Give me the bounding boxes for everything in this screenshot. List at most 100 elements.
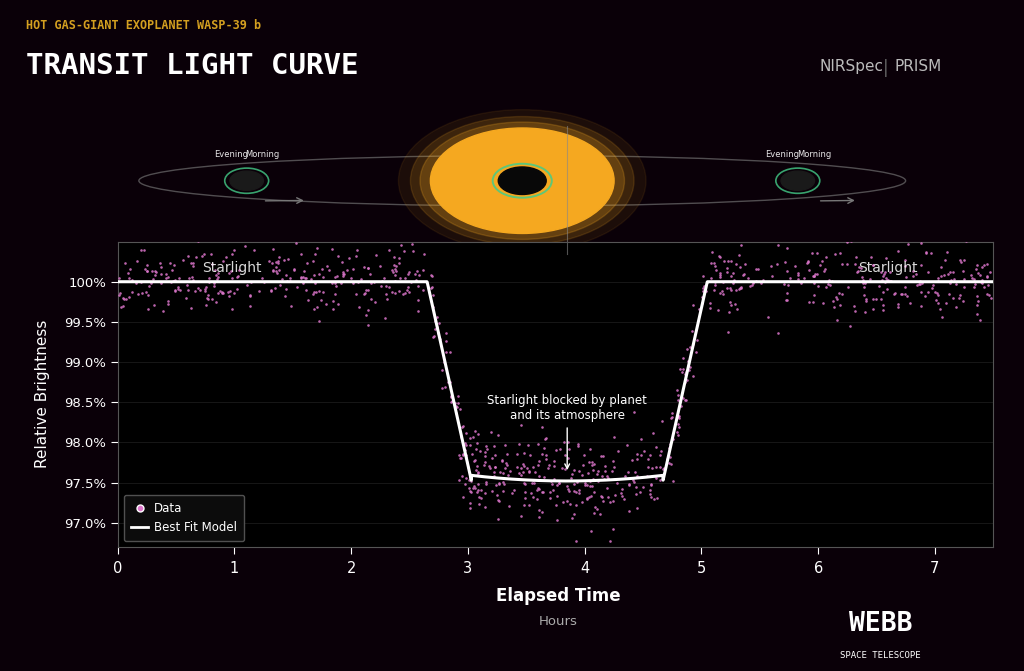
Point xyxy=(261,256,278,266)
Point xyxy=(610,446,627,456)
Point xyxy=(585,474,601,484)
Point xyxy=(660,458,677,468)
Point xyxy=(840,282,856,293)
Point xyxy=(719,283,735,294)
Point xyxy=(355,289,372,299)
Point xyxy=(387,264,403,274)
Point xyxy=(882,276,898,287)
Point xyxy=(670,389,686,400)
Point xyxy=(298,273,314,284)
Point xyxy=(546,474,562,484)
Point xyxy=(707,257,723,268)
Point xyxy=(614,484,631,495)
Point xyxy=(585,481,601,492)
Point xyxy=(896,260,912,271)
Point xyxy=(531,505,548,515)
Point xyxy=(680,356,696,366)
Point xyxy=(378,280,394,291)
Point xyxy=(675,363,691,374)
Point xyxy=(471,491,487,502)
Point xyxy=(437,346,454,357)
Point xyxy=(643,480,659,491)
Point xyxy=(682,362,698,372)
Point xyxy=(913,301,930,311)
Point xyxy=(728,304,744,315)
Point xyxy=(886,289,902,299)
Point xyxy=(452,404,468,415)
Point xyxy=(636,445,652,456)
Point xyxy=(561,486,578,497)
Point xyxy=(167,274,183,285)
Point xyxy=(557,450,573,461)
Point xyxy=(685,299,701,310)
Point xyxy=(890,301,906,312)
Point xyxy=(595,496,611,507)
Point xyxy=(890,299,906,309)
Point xyxy=(276,291,293,301)
Point xyxy=(732,282,749,293)
Point xyxy=(972,270,988,280)
Point xyxy=(469,470,485,480)
Point xyxy=(574,469,591,480)
Point xyxy=(582,444,598,455)
Point xyxy=(484,453,501,464)
Point xyxy=(492,466,508,477)
Point xyxy=(660,442,677,453)
Point xyxy=(357,285,374,295)
Point xyxy=(672,363,688,374)
Point xyxy=(749,264,765,274)
Point xyxy=(856,290,872,301)
Point xyxy=(763,260,779,271)
Point xyxy=(594,492,610,503)
Point xyxy=(828,294,845,305)
Point xyxy=(341,253,357,264)
Point xyxy=(806,278,822,289)
Point xyxy=(725,277,741,288)
Point xyxy=(267,266,284,276)
Point xyxy=(171,272,187,283)
Point xyxy=(526,466,543,477)
Point xyxy=(343,273,359,284)
Point xyxy=(799,258,815,268)
Point xyxy=(728,285,744,296)
Point xyxy=(839,259,855,270)
Point xyxy=(487,480,504,491)
Point xyxy=(394,289,411,299)
Point xyxy=(392,240,409,250)
Point xyxy=(874,300,891,311)
Point xyxy=(360,262,377,273)
Point xyxy=(896,282,912,293)
Point xyxy=(721,282,737,293)
Point xyxy=(165,276,181,287)
Point xyxy=(115,300,131,311)
Point xyxy=(516,500,532,511)
Point xyxy=(725,268,741,278)
Point xyxy=(410,295,426,305)
Point xyxy=(284,301,300,311)
Point xyxy=(662,452,678,462)
Point xyxy=(410,281,426,292)
Point xyxy=(681,364,697,375)
Point xyxy=(970,267,986,278)
Point xyxy=(651,450,668,460)
Point xyxy=(231,265,248,276)
Point xyxy=(462,471,478,482)
Point xyxy=(924,283,940,294)
Point xyxy=(270,252,287,262)
Point xyxy=(330,299,346,309)
Point xyxy=(874,287,891,298)
Point xyxy=(549,515,565,525)
Point xyxy=(387,270,403,280)
Circle shape xyxy=(230,171,263,191)
Point xyxy=(864,260,881,271)
Point xyxy=(126,231,142,242)
Point xyxy=(516,448,532,458)
Point xyxy=(644,462,660,473)
Point xyxy=(356,288,373,299)
Point xyxy=(297,273,313,284)
Point xyxy=(549,480,565,491)
Point xyxy=(733,240,750,250)
Point xyxy=(313,295,330,305)
Point xyxy=(848,252,864,262)
Point xyxy=(428,323,444,333)
